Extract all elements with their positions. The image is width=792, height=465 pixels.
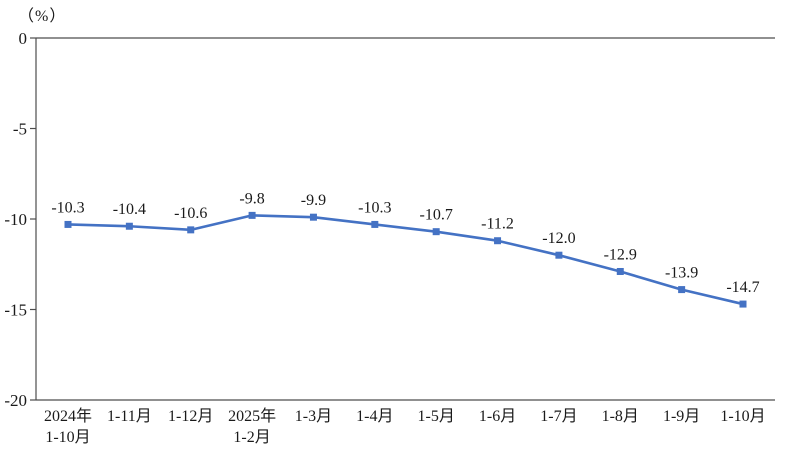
x-axis-category-label: 1-10月 bbox=[720, 408, 765, 425]
data-point-label: -10.3 bbox=[51, 199, 84, 216]
data-point-marker bbox=[187, 226, 195, 234]
data-point-marker bbox=[494, 237, 502, 245]
data-point-label: -9.9 bbox=[301, 192, 326, 209]
data-point-label: -11.2 bbox=[481, 216, 514, 233]
x-axis-category-label: 1-2月 bbox=[233, 429, 270, 446]
data-point-label: -10.4 bbox=[113, 201, 146, 218]
x-axis-category-label: 1-5月 bbox=[418, 408, 455, 425]
x-axis-category-label: 1-7月 bbox=[540, 408, 577, 425]
y-axis-tick-label: 0 bbox=[19, 29, 28, 48]
data-point-label: -12.0 bbox=[542, 230, 575, 247]
x-axis-category-label: 1-8月 bbox=[602, 408, 639, 425]
x-axis-category-label: 1-3月 bbox=[295, 408, 332, 425]
x-axis-category-label: 1-10月 bbox=[45, 429, 90, 446]
y-axis-unit-label: （%） bbox=[18, 8, 67, 25]
data-point-marker bbox=[64, 220, 72, 228]
data-point-marker bbox=[371, 220, 379, 228]
data-point-label: -12.9 bbox=[604, 246, 637, 263]
data-point-marker bbox=[125, 222, 133, 230]
x-axis-category-label: 1-11月 bbox=[107, 408, 152, 425]
data-point-marker bbox=[432, 228, 440, 236]
data-point-marker bbox=[616, 267, 624, 275]
data-point-label: -13.9 bbox=[665, 265, 698, 282]
x-axis-category-label: 2025年 bbox=[228, 407, 276, 425]
y-axis-tick-label: -15 bbox=[4, 300, 27, 319]
data-point-label: -10.7 bbox=[420, 207, 453, 224]
data-point-marker bbox=[555, 251, 563, 259]
data-point-marker bbox=[678, 286, 686, 294]
data-line bbox=[66, 214, 745, 306]
data-point-marker bbox=[309, 213, 317, 221]
y-axis-tick-label: -5 bbox=[13, 119, 27, 138]
data-point-label: -9.8 bbox=[239, 190, 264, 207]
y-axis-tick-label: -20 bbox=[4, 391, 27, 410]
x-axis-category-label: 1-9月 bbox=[663, 408, 700, 425]
x-axis-category-label: 2024年 bbox=[44, 407, 92, 425]
x-axis-category-label: 1-12月 bbox=[168, 408, 213, 425]
y-axis-tick-label: -10 bbox=[4, 210, 27, 229]
data-point-marker bbox=[248, 211, 256, 219]
data-point-label: -10.6 bbox=[174, 205, 207, 222]
x-axis-category-label: 1-6月 bbox=[479, 408, 516, 425]
data-point-label: -10.3 bbox=[358, 199, 391, 216]
x-axis-category-label: 1-4月 bbox=[356, 408, 393, 425]
data-point-label: -14.7 bbox=[726, 279, 759, 296]
data-point-marker bbox=[739, 300, 747, 308]
